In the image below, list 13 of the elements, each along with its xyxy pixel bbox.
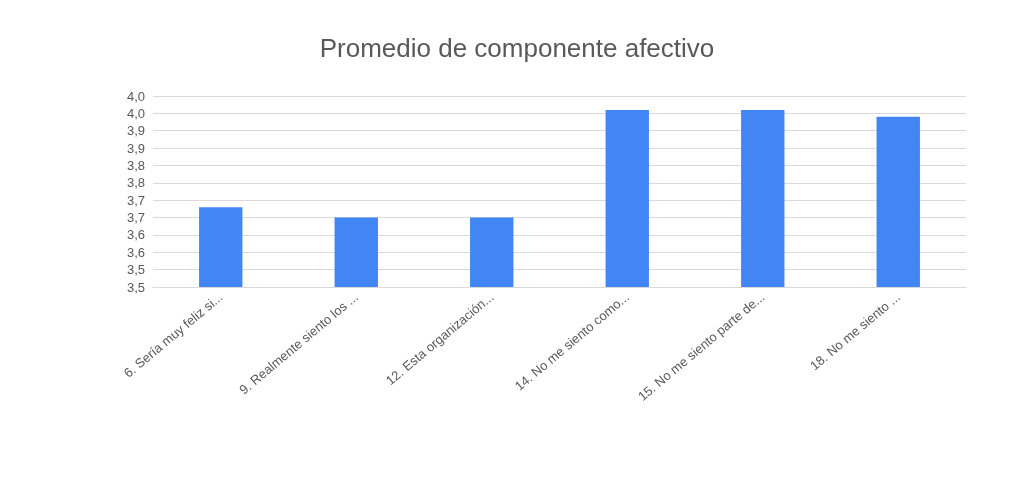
y-tick-label: 4,0 [126, 105, 145, 121]
y-tick-label: 3,5 [126, 262, 145, 278]
y-tick-label: 4,0 [126, 88, 145, 104]
y-tick-label: 3,9 [126, 123, 145, 139]
y-tick-label: 3,7 [126, 210, 145, 226]
y-tick-label: 3,9 [126, 140, 145, 156]
y-tick-label: 3,8 [126, 157, 145, 173]
y-tick-label: 3,6 [126, 227, 145, 243]
y-tick-label: 3,6 [126, 244, 145, 260]
chart-title: Promedio de componente afectivo [319, 33, 715, 63]
y-tick-label: 3,8 [126, 175, 145, 191]
y-tick-label: 3,7 [126, 192, 145, 208]
y-tick-label: 3,5 [126, 279, 145, 295]
